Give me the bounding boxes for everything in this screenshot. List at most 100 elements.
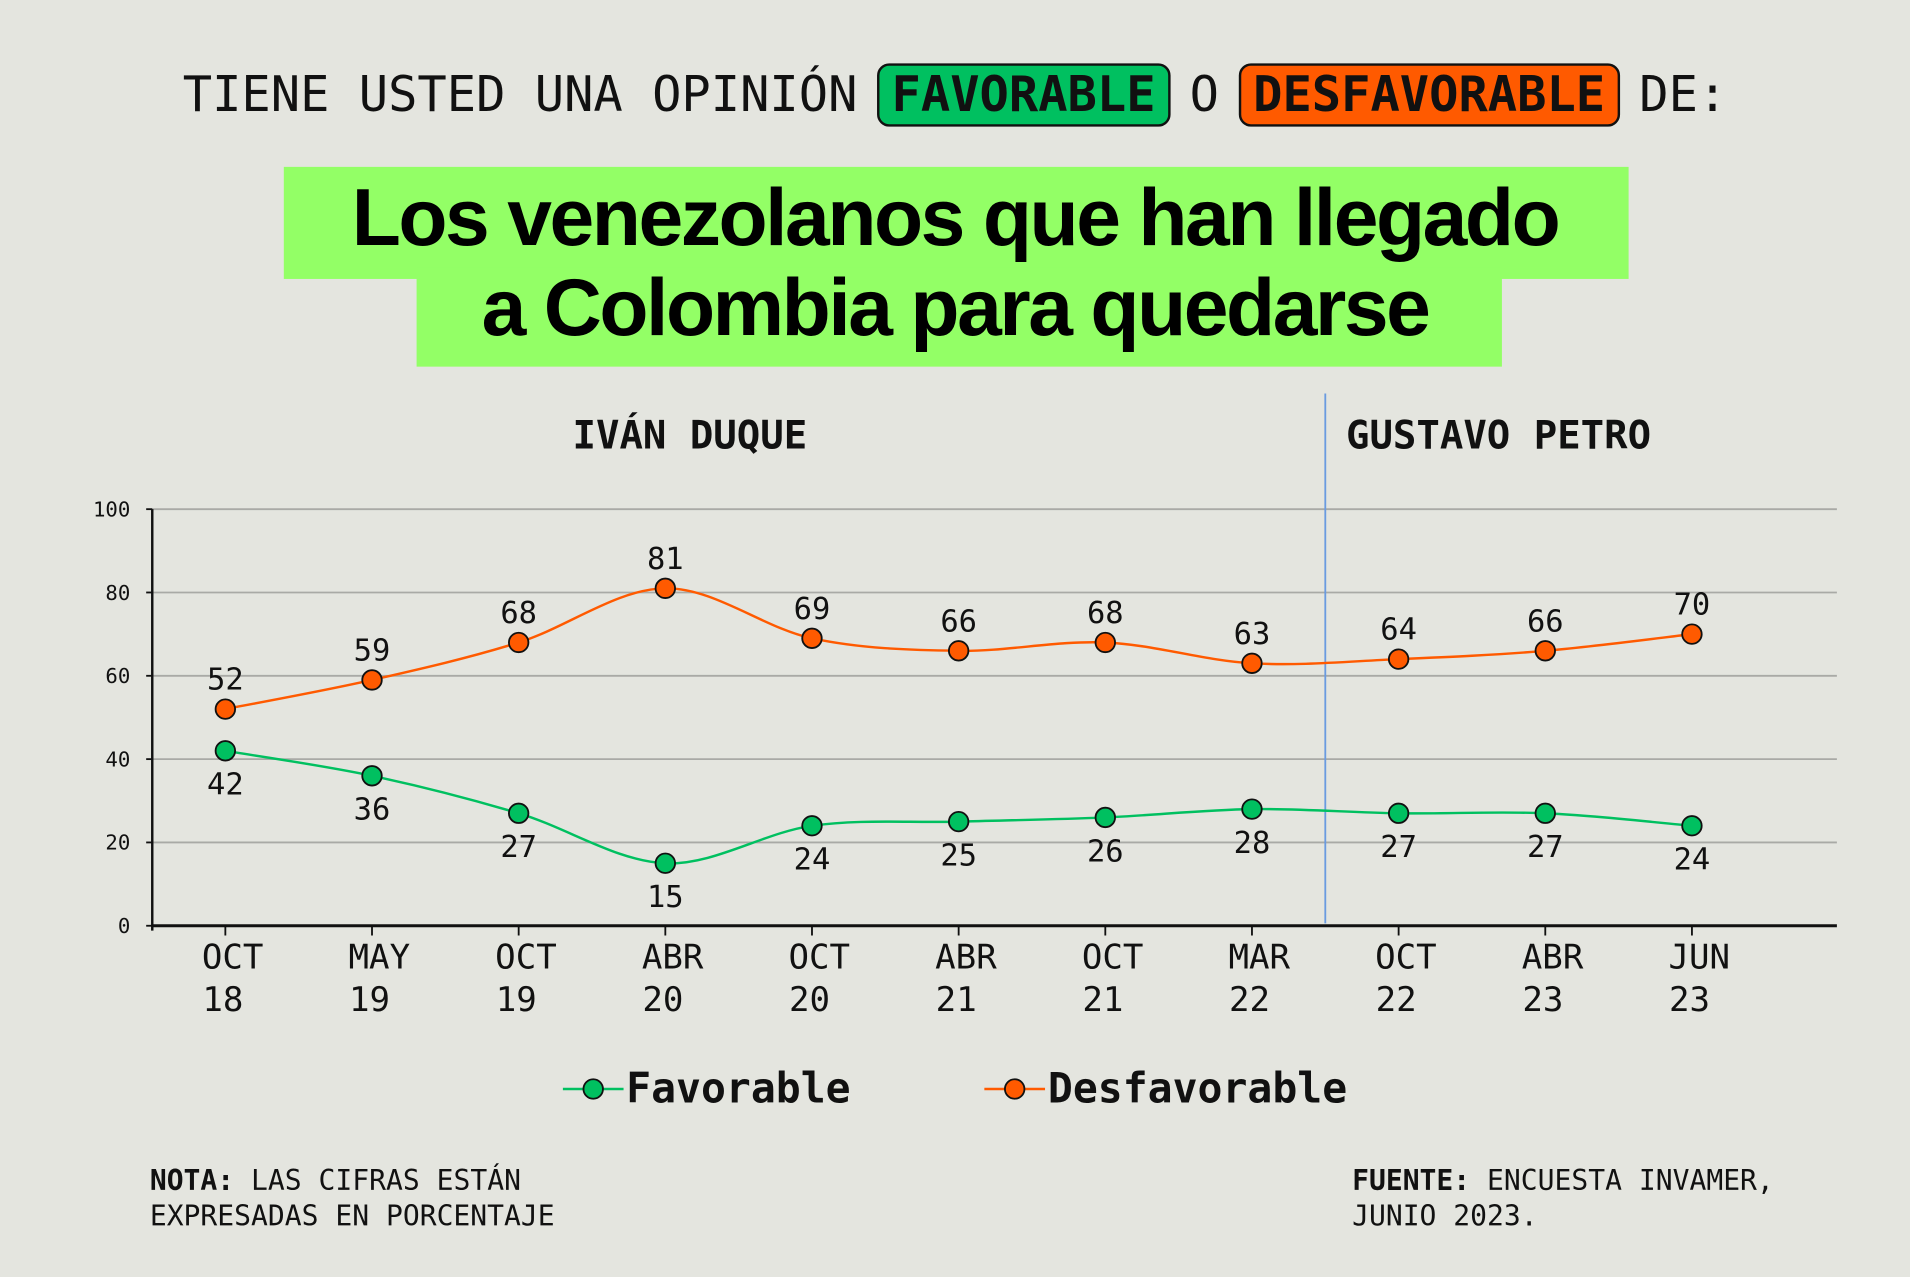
conjunction: O [1189, 66, 1220, 124]
data-label-favorable: 42 [207, 768, 244, 803]
x-tick-label-month: OCT [202, 937, 264, 977]
y-tick-label: 100 [93, 497, 130, 521]
x-tick-label-year: 21 [1082, 980, 1123, 1020]
data-label-favorable: 27 [1380, 830, 1417, 865]
x-tick-label-year: 21 [936, 980, 977, 1020]
data-point-favorable [1387, 802, 1410, 824]
y-tick-label: 40 [105, 747, 130, 771]
y-tick-label: 0 [118, 914, 130, 938]
data-point-desfavorable [1241, 652, 1263, 674]
data-label-desfavorable: 66 [1527, 604, 1564, 639]
data-label-desfavorable: 70 [1674, 588, 1711, 623]
x-tick-label-month: OCT [495, 937, 557, 977]
note: NOTA: LAS CIFRAS ESTÁN EXPRESADAS EN POR… [150, 1165, 555, 1236]
title-highlight-2 [416, 267, 1502, 367]
x-tick-label-year: 19 [349, 980, 390, 1020]
x-tick-label-year: 19 [496, 980, 537, 1020]
data-label-favorable: 36 [354, 793, 391, 828]
data-label-desfavorable: 52 [207, 663, 244, 698]
data-point-favorable [947, 810, 970, 833]
source: FUENTE: ENCUESTA INVAMER, JUNIO 2023. [1352, 1165, 1774, 1236]
favorable-legend-marker-icon [562, 1078, 624, 1100]
era-label-petro: GUSTAVO PETRO [1346, 411, 1652, 459]
note-label: NOTA: [149, 1165, 235, 1198]
question-prefix: TIENE USTED UNA OPINIÓN [182, 66, 858, 124]
x-tick-label-month: OCT [1375, 937, 1437, 977]
chart-title-line2: a Colombia para quedarse [481, 261, 1431, 353]
data-label-desfavorable: 68 [500, 596, 537, 631]
data-point-desfavorable [361, 669, 383, 691]
y-tick-label: 80 [105, 581, 130, 605]
data-label-desfavorable: 63 [1234, 617, 1271, 652]
x-tick-label-year: 22 [1376, 980, 1417, 1020]
question-header: TIENE USTED UNA OPINIÓN FAVORABLE O DESF… [0, 63, 1910, 127]
data-point-favorable [1681, 815, 1703, 837]
data-point-desfavorable [947, 640, 970, 662]
legend-label-favorable: Favorable [626, 1064, 851, 1114]
x-tick-label-year: 22 [1229, 980, 1270, 1020]
data-point-desfavorable [1094, 631, 1116, 654]
data-point-favorable [654, 852, 676, 874]
data-point-favorable [1534, 802, 1556, 824]
desfavorable-pill: DESFAVORABLE [1238, 63, 1620, 127]
data-point-favorable [361, 765, 383, 787]
chart-title-line1: Los venezolanos que han llegado [351, 171, 1561, 262]
legend-item-desfavorable: Desfavorable [984, 1064, 1348, 1114]
question-suffix: DE: [1639, 66, 1728, 124]
x-tick-label-month: ABR [935, 937, 997, 977]
data-label-favorable: 28 [1234, 826, 1271, 861]
x-tick-label-month: ABR [642, 937, 704, 977]
era-label-duque: IVÁN DUQUE [572, 411, 808, 459]
data-point-desfavorable [1681, 623, 1703, 645]
x-tick-label-year: 23 [1522, 980, 1563, 1020]
x-tick-label-month: MAR [1228, 937, 1290, 977]
data-label-favorable: 27 [1527, 830, 1564, 865]
x-tick-label-year: 18 [202, 980, 243, 1020]
favorable-pill: FAVORABLE [876, 63, 1171, 127]
data-label-desfavorable: 81 [647, 542, 684, 577]
source-label: FUENTE: [1352, 1165, 1471, 1198]
x-tick-label-month: JUN [1668, 937, 1730, 977]
data-point-desfavorable [654, 577, 676, 599]
data-point-desfavorable [508, 631, 530, 654]
data-point-favorable [508, 802, 530, 824]
data-label-desfavorable: 66 [940, 604, 977, 639]
x-tick-label-year: 20 [789, 980, 830, 1020]
legend-label-desfavorable: Desfavorable [1047, 1064, 1348, 1114]
x-tick-label-month: ABR [1522, 937, 1584, 977]
source-line2: JUNIO 2023. [1352, 1201, 1538, 1233]
data-point-favorable [1094, 806, 1116, 829]
data-label-favorable: 27 [500, 830, 537, 865]
data-point-favorable [1241, 798, 1263, 820]
legend: Favorable Desfavorable [0, 1064, 1910, 1114]
data-label-desfavorable: 64 [1380, 613, 1417, 648]
data-point-desfavorable [1387, 648, 1410, 670]
data-point-desfavorable [801, 627, 823, 649]
x-tick-label-month: MAY [349, 937, 411, 977]
x-tick-label-year: 23 [1669, 980, 1710, 1020]
data-point-desfavorable [1534, 640, 1556, 662]
data-label-favorable: 26 [1087, 834, 1124, 869]
title-highlight-1 [283, 166, 1629, 279]
y-tick-label: 60 [105, 664, 130, 688]
data-label-favorable: 25 [940, 838, 977, 873]
x-tick-label-month: OCT [788, 937, 850, 977]
desfavorable-legend-marker-icon [984, 1078, 1046, 1100]
data-label-desfavorable: 69 [794, 592, 831, 627]
note-line2: EXPRESADAS EN PORCENTAJE [149, 1201, 555, 1233]
data-point-favorable [214, 740, 237, 762]
data-point-favorable [801, 815, 823, 837]
data-label-favorable: 15 [647, 880, 684, 915]
data-label-desfavorable: 68 [1087, 596, 1124, 631]
x-tick-label-month: OCT [1082, 937, 1144, 977]
y-tick-label: 20 [105, 831, 130, 855]
legend-item-favorable: Favorable [562, 1064, 851, 1114]
data-label-desfavorable: 59 [354, 633, 391, 668]
x-tick-label-year: 20 [642, 980, 683, 1020]
data-point-desfavorable [214, 698, 237, 720]
data-label-favorable: 24 [794, 843, 831, 878]
note-line1: LAS CIFRAS ESTÁN [251, 1165, 521, 1198]
data-label-favorable: 24 [1674, 843, 1711, 878]
source-line1: ENCUESTA INVAMER, [1487, 1165, 1774, 1198]
